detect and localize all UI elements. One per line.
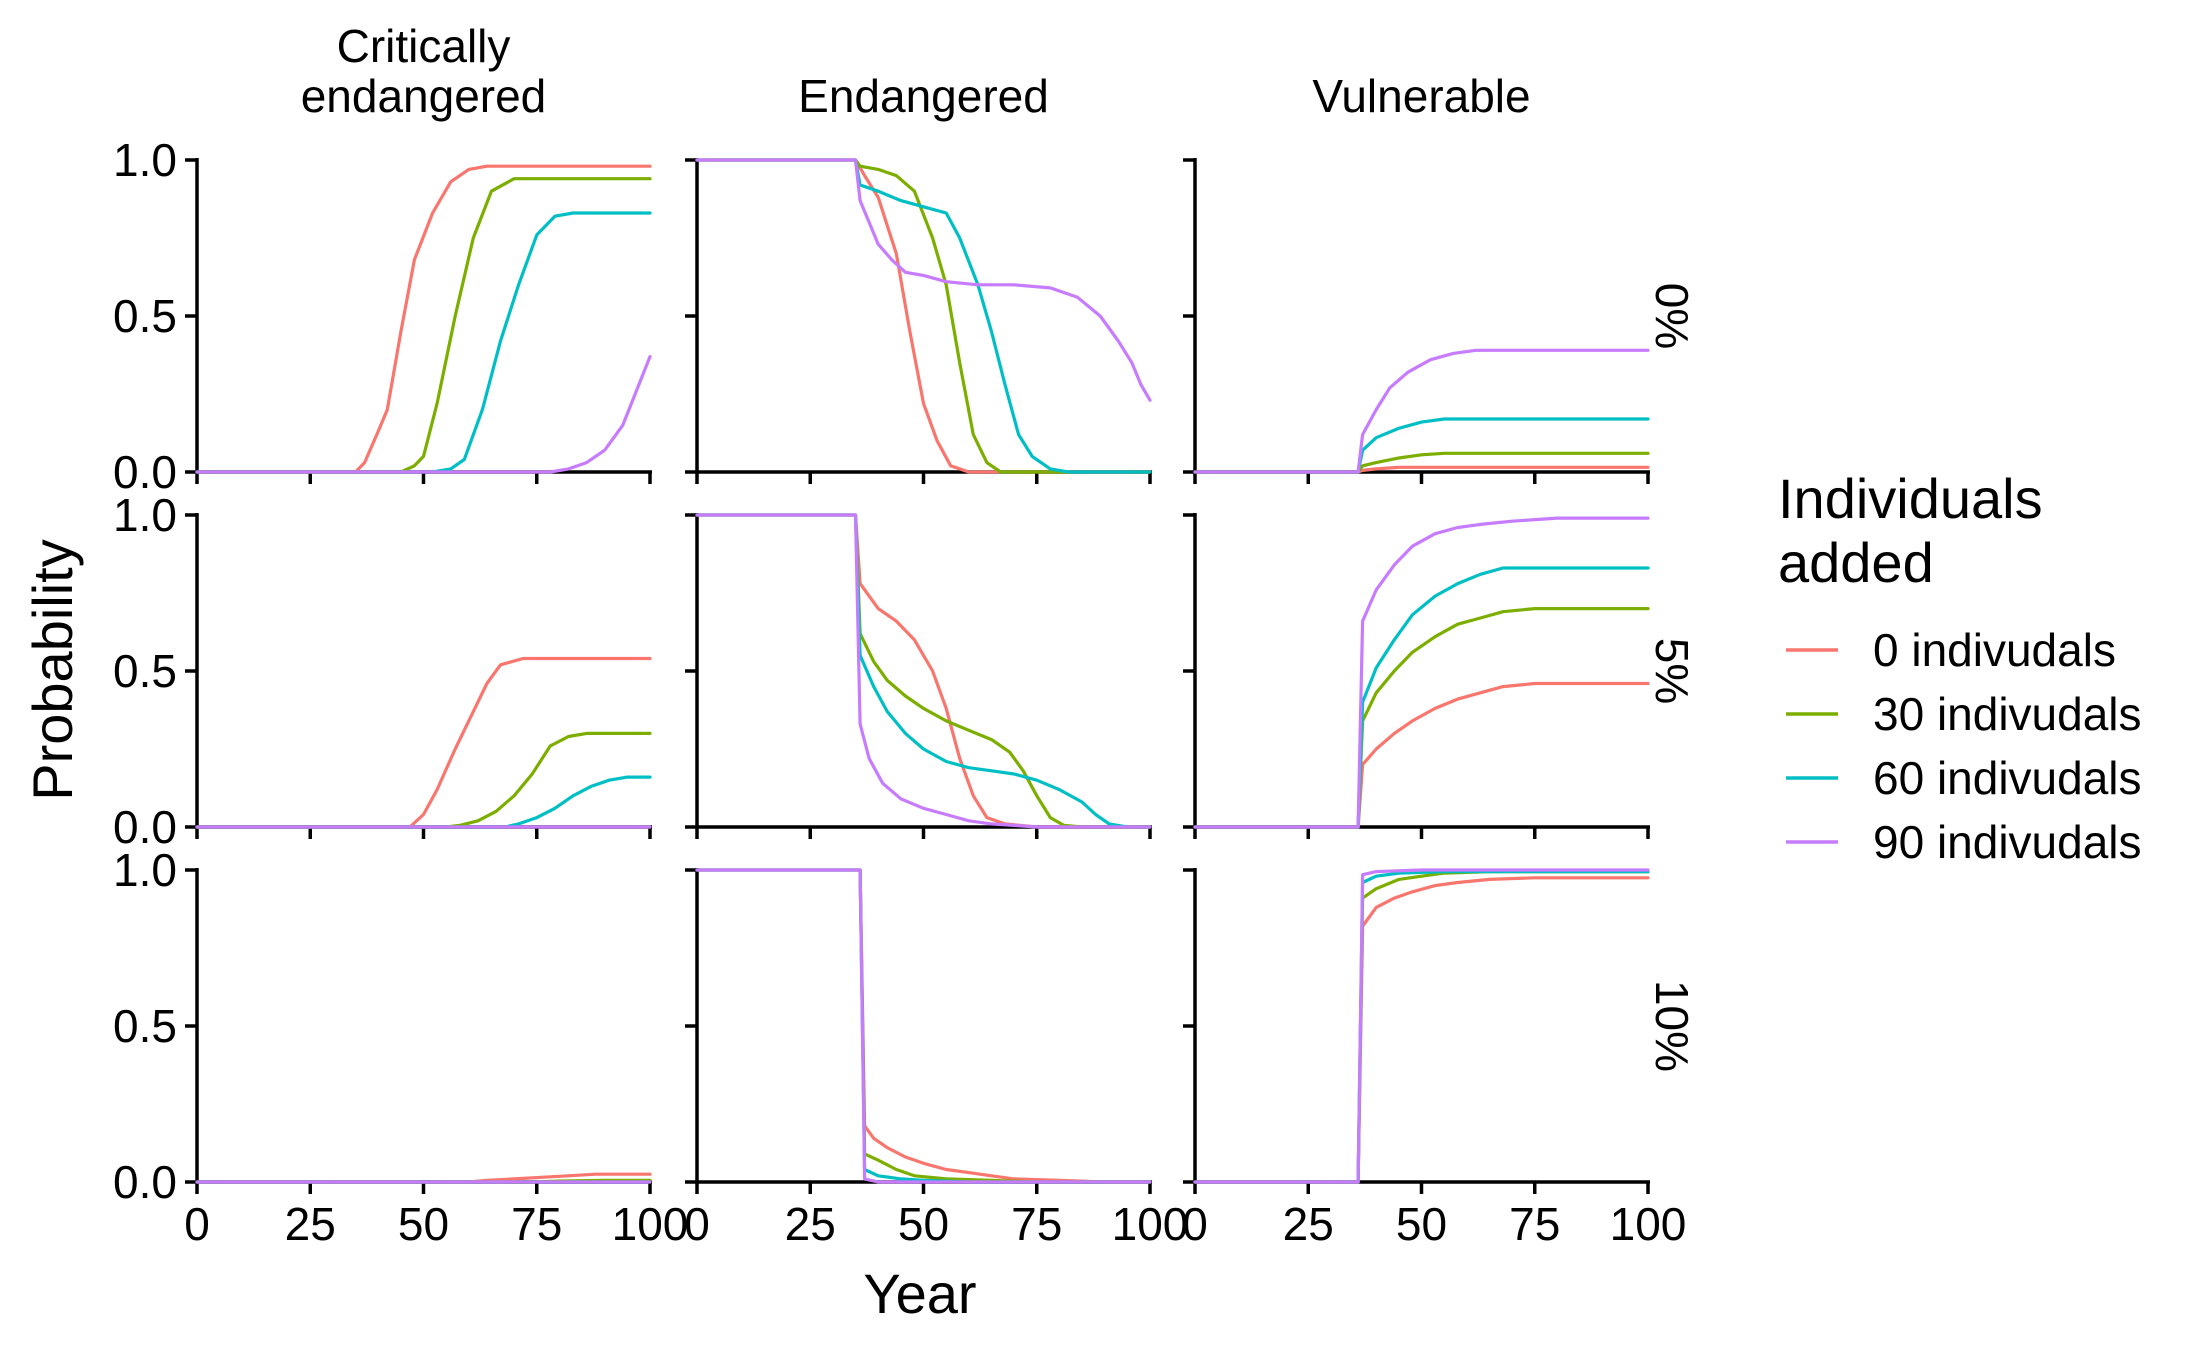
series-line-0-individuals: [695, 513, 1152, 829]
series-line-0-individuals: [1193, 876, 1650, 1184]
x-tick-label: 100: [1112, 1198, 1189, 1250]
series-line-30-individuals: [1193, 870, 1650, 1184]
x-tick-label: 0: [1182, 1198, 1208, 1250]
y-tick-label: 0.5: [113, 645, 177, 697]
series-line-60-individuals: [695, 513, 1152, 829]
x-tick-label: 75: [1509, 1198, 1560, 1250]
x-tick-label: 75: [1011, 1198, 1062, 1250]
row-strip-label: 10%: [1646, 980, 1698, 1072]
series-line-60-individuals: [1193, 417, 1650, 474]
series-line-0-individuals: [1193, 681, 1650, 829]
legend-title: Individuals added: [1778, 467, 2043, 594]
x-tick-label: 25: [285, 1198, 336, 1250]
panel-r2-c2: 0 25 50 75 100: [1182, 868, 1686, 1250]
row-strip-label: 5%: [1646, 638, 1698, 704]
y-tick-label: 1.0: [113, 489, 177, 541]
y-tick-label: 0.0: [113, 446, 177, 498]
series-line-30-individuals: [195, 177, 652, 474]
x-tick-label: 0: [684, 1198, 710, 1250]
panel-r0-c2: [1183, 158, 1650, 484]
series-line-90-individuals: [695, 513, 1152, 829]
series-line-30-individuals: [1193, 607, 1650, 829]
series-line-30-individuals: [695, 513, 1152, 829]
x-tick-label: 100: [612, 1198, 689, 1250]
series-line-30-individuals: [695, 868, 1152, 1184]
x-tick-label: 50: [1396, 1198, 1447, 1250]
panel-r1-c2: [1183, 513, 1650, 839]
y-tick-label: 1.0: [113, 134, 177, 186]
y-tick-label: 0.5: [113, 290, 177, 342]
panel-r0-c0: 0.0 0.5 1.0: [113, 134, 652, 498]
x-tick-label: 0: [184, 1198, 210, 1250]
x-tick-label: 100: [1610, 1198, 1687, 1250]
series-line-60-individuals: [1193, 566, 1650, 829]
series-line-60-individuals: [695, 158, 1152, 474]
series-line-90-individuals: [695, 868, 1152, 1184]
x-tick-label: 50: [398, 1198, 449, 1250]
panel-r0-c1: [685, 158, 1152, 484]
y-tick-label: 0.0: [113, 801, 177, 853]
panel-r2-c0: 0.0 0.5 1.0 0 25 50 75 100: [113, 844, 688, 1250]
y-tick-label: 0.5: [113, 1000, 177, 1052]
panel-r1-c1: [685, 513, 1152, 839]
series-line-60-individuals: [195, 211, 652, 474]
series-line-90-individuals: [695, 158, 1152, 402]
legend-label: 90 indivudals: [1873, 816, 2142, 868]
series-line-60-individuals: [1193, 870, 1650, 1184]
legend-label: 60 indivudals: [1873, 752, 2142, 804]
series-line-0-individuals: [195, 656, 652, 829]
y-tick-label: 0.0: [113, 1156, 177, 1208]
column-strip-label: Vulnerable: [1312, 70, 1530, 122]
row-strip-label: 0%: [1646, 283, 1698, 349]
x-axis-title: Year: [863, 1262, 976, 1325]
series-line-90-individuals: [195, 355, 652, 474]
y-axis-title: Probability: [21, 539, 84, 800]
x-tick-label: 25: [1283, 1198, 1334, 1250]
legend-label: 30 indivudals: [1873, 688, 2142, 740]
x-tick-label: 25: [785, 1198, 836, 1250]
panel-r2-c1: 0 25 50 75 100: [684, 868, 1188, 1250]
y-tick-label: 1.0: [113, 844, 177, 896]
series-line-60-individuals: [195, 775, 652, 829]
legend-label: 0 indivudals: [1873, 624, 2116, 676]
series-line-0-individuals: [695, 158, 1152, 474]
series-line-0-individuals: [195, 164, 652, 474]
series-line-0-individuals: [695, 868, 1152, 1184]
legend: Individuals added 0 indivudals 30 indivudal…: [1778, 467, 2142, 868]
x-tick-label: 50: [898, 1198, 949, 1250]
series-line-90-individuals: [1193, 348, 1650, 474]
series-line-90-individuals: [1193, 516, 1650, 829]
column-strip-label: Critically endangered: [301, 20, 547, 122]
x-tick-label: 75: [511, 1198, 562, 1250]
series-line-60-individuals: [695, 868, 1152, 1184]
series-line-90-individuals: [1193, 868, 1650, 1184]
column-strip-label: Endangered: [798, 70, 1049, 122]
series-line-30-individuals: [695, 158, 1152, 474]
series-line-30-individuals: [1193, 451, 1650, 474]
panel-r1-c0: 0.0 0.5 1.0: [113, 489, 652, 853]
